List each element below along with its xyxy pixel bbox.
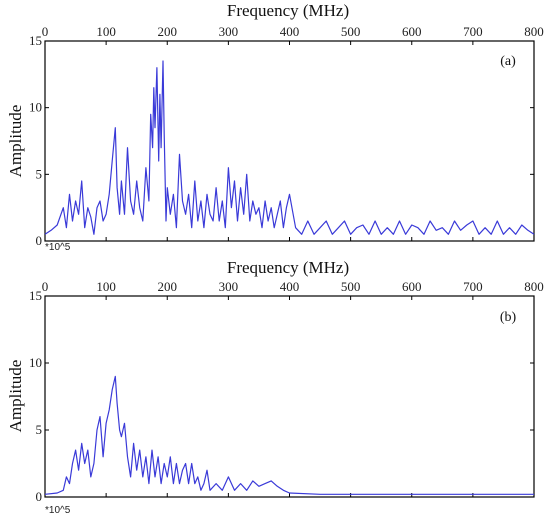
panel-b-series — [44, 375, 534, 495]
panel-b-y-ticks: 0 5 10 15 — [29, 288, 534, 504]
panel-b-y-tick-label: 5 — [36, 422, 43, 437]
panel-b-xaxis-title: Frequency (MHz) — [227, 258, 349, 277]
panel-b-label: (b) — [500, 310, 517, 325]
panel-a-x-tick-label: 700 — [463, 24, 483, 39]
panel-b-x-tick-label: 0 — [42, 279, 49, 294]
panel-a-label: (a) — [500, 54, 516, 69]
panel-b-y-tick-label: 15 — [29, 288, 42, 303]
panel-a-x-tick-label: 500 — [341, 24, 361, 39]
panel-a-x-tick-label: 800 — [524, 24, 544, 39]
panel-b-y-tick-label: 10 — [29, 355, 42, 370]
panel-b-x-ticks: 0 100 200 300 400 500 600 700 800 — [42, 279, 544, 497]
panel-b-y-multiplier: *10^5 — [45, 505, 71, 516]
panel-b-x-tick-label: 500 — [341, 279, 361, 294]
panel-b-plot-frame — [44, 295, 535, 498]
panel-b-x-tick-label: 600 — [402, 279, 422, 294]
panel-b-y-tick-label: 0 — [36, 489, 43, 504]
panel-b-x-tick-label: 300 — [219, 279, 239, 294]
panel-a-y-tick-label: 10 — [29, 100, 42, 115]
panel-b-x-tick-label: 100 — [96, 279, 116, 294]
panel-a-x-ticks: 0 100 200 300 400 500 600 700 800 — [42, 24, 544, 241]
panel-a-series-line — [44, 60, 535, 235]
panel-a-plot-frame — [44, 40, 535, 242]
panel-a-x-tick-label: 0 — [42, 24, 49, 39]
panel-b-yaxis-title: Amplitude — [6, 360, 25, 433]
panel-a-y-multiplier: *10^5 — [45, 242, 71, 253]
panel-a: Frequency (MHz) Amplitude (a) *10^5 0 100… — [6, 1, 544, 253]
panel-a-yaxis-title: Amplitude — [6, 105, 25, 178]
panel-a-xaxis-title: Frequency (MHz) — [227, 1, 349, 20]
panel-a-y-tick-label: 15 — [29, 33, 42, 48]
panel-b-x-tick-label: 800 — [524, 279, 544, 294]
panel-a-y-ticks: 0 5 10 15 — [29, 33, 534, 248]
panel-a-y-tick-label: 5 — [36, 166, 43, 181]
panel-a-y-tick-label: 0 — [36, 233, 43, 248]
panel-a-x-tick-label: 400 — [280, 24, 300, 39]
panel-b-x-tick-label: 200 — [158, 279, 178, 294]
panel-a-x-tick-label: 200 — [158, 24, 178, 39]
panel-b: Frequency (MHz) Amplitude (b) *10^5 0 100… — [6, 258, 544, 516]
panel-a-series — [44, 60, 535, 235]
panel-b-series-line — [44, 375, 534, 495]
panel-a-x-tick-label: 600 — [402, 24, 422, 39]
panel-b-x-tick-label: 400 — [280, 279, 300, 294]
panel-a-x-tick-label: 100 — [96, 24, 116, 39]
panel-a-x-tick-label: 300 — [219, 24, 239, 39]
panel-b-x-tick-label: 700 — [463, 279, 483, 294]
